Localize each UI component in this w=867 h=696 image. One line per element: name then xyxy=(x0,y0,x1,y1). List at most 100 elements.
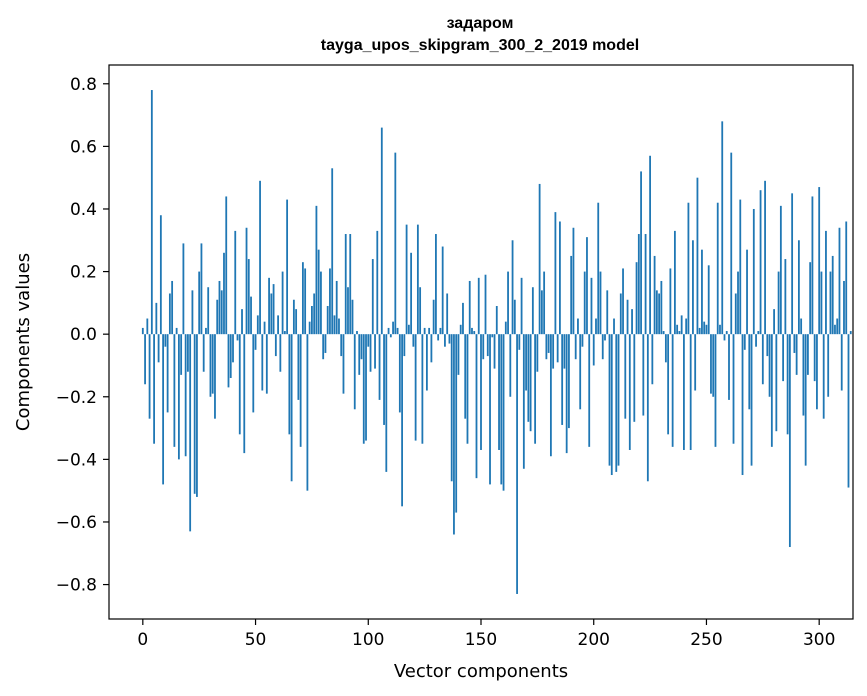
bar xyxy=(646,334,649,482)
bar xyxy=(347,287,349,335)
bar xyxy=(809,262,812,335)
bar xyxy=(193,334,196,494)
bar xyxy=(692,240,694,335)
bar xyxy=(457,334,460,375)
bar xyxy=(288,334,291,435)
x-tick-label: 250 xyxy=(690,630,722,650)
bar xyxy=(144,334,146,385)
bar xyxy=(579,334,582,410)
bar xyxy=(825,230,827,335)
bar xyxy=(568,334,570,429)
bar xyxy=(383,334,385,425)
bar xyxy=(743,334,746,350)
bar xyxy=(534,334,537,444)
bar xyxy=(554,212,557,335)
bar xyxy=(750,334,753,466)
bar xyxy=(610,334,613,476)
bar xyxy=(295,309,298,335)
bar xyxy=(322,334,325,360)
bar xyxy=(247,259,250,335)
bar xyxy=(683,334,685,450)
bar xyxy=(166,334,169,413)
bar xyxy=(256,315,259,335)
bar xyxy=(608,334,611,466)
bar xyxy=(216,299,219,335)
bar xyxy=(173,334,176,447)
bar xyxy=(274,334,277,357)
bar xyxy=(157,334,160,363)
bar xyxy=(218,280,221,335)
bar xyxy=(793,334,796,353)
bar xyxy=(317,249,320,335)
bar xyxy=(207,287,210,335)
x-tick-label: 0 xyxy=(137,630,148,650)
bar xyxy=(428,327,431,335)
bar xyxy=(146,318,149,335)
bar xyxy=(241,309,243,335)
bar xyxy=(601,334,604,360)
bar xyxy=(637,234,640,335)
bar xyxy=(223,252,225,335)
bar xyxy=(153,334,155,444)
bar xyxy=(299,334,302,447)
bar xyxy=(252,334,255,413)
plot-frame xyxy=(108,64,854,620)
bar xyxy=(768,334,771,397)
bar xyxy=(261,334,264,391)
bar xyxy=(653,255,656,335)
bar xyxy=(331,168,334,335)
bar xyxy=(279,334,282,372)
bar xyxy=(615,334,618,472)
bar xyxy=(315,205,318,335)
bar xyxy=(757,331,760,335)
bar xyxy=(549,334,552,457)
x-tick-label: 150 xyxy=(465,630,497,650)
bar xyxy=(606,290,609,335)
bar xyxy=(813,334,816,382)
bar xyxy=(220,290,223,335)
bar xyxy=(500,334,503,485)
bar xyxy=(464,334,467,419)
bar xyxy=(698,327,701,335)
bar xyxy=(326,306,329,335)
bar xyxy=(340,334,343,357)
bar xyxy=(563,334,566,369)
bar xyxy=(640,171,642,335)
bar xyxy=(730,152,733,335)
x-tick-label: 100 xyxy=(352,630,384,650)
bar xyxy=(182,243,185,335)
bar xyxy=(177,334,180,460)
bar xyxy=(816,334,818,410)
bar xyxy=(265,334,268,394)
bar xyxy=(800,318,803,335)
bar xyxy=(572,227,575,335)
bar xyxy=(175,327,178,335)
bar xyxy=(716,202,719,335)
bar xyxy=(784,259,787,335)
y-tick-label: 0.6 xyxy=(70,137,97,157)
bar xyxy=(559,221,561,335)
bar xyxy=(705,324,708,335)
bar xyxy=(155,302,158,335)
bar xyxy=(356,331,358,335)
bar xyxy=(583,271,586,335)
bar xyxy=(633,334,636,422)
bar xyxy=(696,177,699,335)
bar xyxy=(378,334,381,400)
bar xyxy=(489,334,491,485)
bar xyxy=(304,268,307,335)
bar xyxy=(439,327,442,335)
bar xyxy=(290,334,293,482)
bar xyxy=(214,334,216,419)
bar xyxy=(376,230,379,335)
bar xyxy=(628,334,631,450)
bar xyxy=(232,334,234,363)
bar xyxy=(779,205,782,335)
y-tick-label: −0.2 xyxy=(56,388,97,408)
bar xyxy=(353,334,356,410)
bar xyxy=(552,334,555,369)
bar xyxy=(728,334,730,400)
bar xyxy=(586,237,588,335)
bar xyxy=(371,259,374,335)
x-axis-label: Vector components xyxy=(394,661,568,682)
